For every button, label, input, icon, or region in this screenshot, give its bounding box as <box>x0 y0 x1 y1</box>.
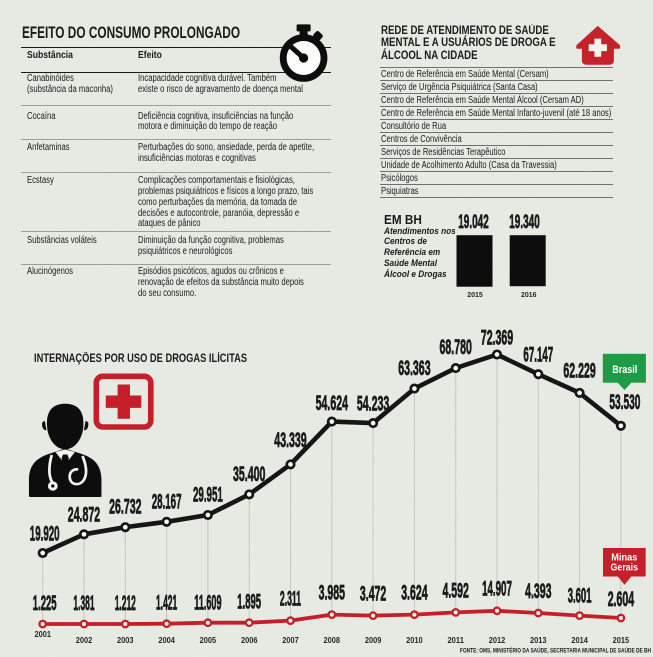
svg-text:3.985: 3.985 <box>319 582 346 605</box>
svg-text:54.624: 54.624 <box>316 392 349 415</box>
svg-text:67.147: 67.147 <box>523 343 553 366</box>
svg-text:1.895: 1.895 <box>237 591 261 614</box>
svg-text:2.311: 2.311 <box>280 588 301 611</box>
svg-text:14.907: 14.907 <box>482 577 512 600</box>
svg-text:72.369: 72.369 <box>481 327 513 350</box>
svg-text:Minas: Minas <box>611 553 637 564</box>
svg-text:2014: 2014 <box>571 636 588 645</box>
svg-text:29.951: 29.951 <box>193 484 223 507</box>
svg-text:53.530: 53.530 <box>609 391 640 414</box>
svg-text:2010: 2010 <box>406 636 423 645</box>
svg-text:19.340: 19.340 <box>509 211 540 233</box>
svg-text:2003: 2003 <box>117 636 134 645</box>
svg-text:2.604: 2.604 <box>608 588 635 611</box>
svg-text:2015: 2015 <box>613 636 630 645</box>
svg-text:2007: 2007 <box>282 636 299 645</box>
svg-text:11.609: 11.609 <box>194 592 221 615</box>
svg-text:19.920: 19.920 <box>30 523 60 546</box>
svg-text:4.393: 4.393 <box>525 580 551 603</box>
svg-text:2013: 2013 <box>530 636 547 645</box>
svg-text:2001: 2001 <box>34 630 51 639</box>
svg-text:1.212: 1.212 <box>115 592 136 615</box>
svg-text:2005: 2005 <box>200 636 217 645</box>
svg-text:4.592: 4.592 <box>443 579 469 602</box>
svg-text:35.400: 35.400 <box>233 463 265 486</box>
svg-text:FONTE: OMS, MINISTÉRIO DA SAÚD: FONTE: OMS, MINISTÉRIO DA SAÚDE, SECRETA… <box>460 646 651 655</box>
svg-text:2011: 2011 <box>447 636 464 645</box>
svg-text:1.225: 1.225 <box>33 592 57 615</box>
svg-text:3.601: 3.601 <box>568 585 592 608</box>
svg-text:3.624: 3.624 <box>401 582 428 605</box>
svg-text:Brasil: Brasil <box>612 364 637 376</box>
svg-text:43.339: 43.339 <box>274 429 306 452</box>
svg-text:1.421: 1.421 <box>156 592 177 615</box>
svg-text:24.872: 24.872 <box>68 503 100 526</box>
svg-text:19.042: 19.042 <box>458 211 489 233</box>
svg-text:54.233: 54.233 <box>357 393 389 416</box>
svg-text:63.363: 63.363 <box>398 357 430 380</box>
svg-text:2009: 2009 <box>365 636 382 645</box>
svg-text:2006: 2006 <box>241 636 258 645</box>
svg-text:3.472: 3.472 <box>360 583 386 606</box>
svg-text:2012: 2012 <box>489 636 506 645</box>
svg-text:Gerais: Gerais <box>611 562 639 573</box>
svg-text:62.229: 62.229 <box>563 359 595 382</box>
svg-text:2016: 2016 <box>521 290 537 299</box>
svg-text:1.381: 1.381 <box>73 592 94 615</box>
svg-text:2015: 2015 <box>467 290 483 299</box>
svg-text:68.780: 68.780 <box>440 336 472 359</box>
svg-text:26.732: 26.732 <box>109 496 141 519</box>
svg-text:28.167: 28.167 <box>152 490 182 513</box>
svg-text:2002: 2002 <box>76 636 93 645</box>
svg-text:2004: 2004 <box>158 636 175 645</box>
svg-text:2008: 2008 <box>324 636 341 645</box>
